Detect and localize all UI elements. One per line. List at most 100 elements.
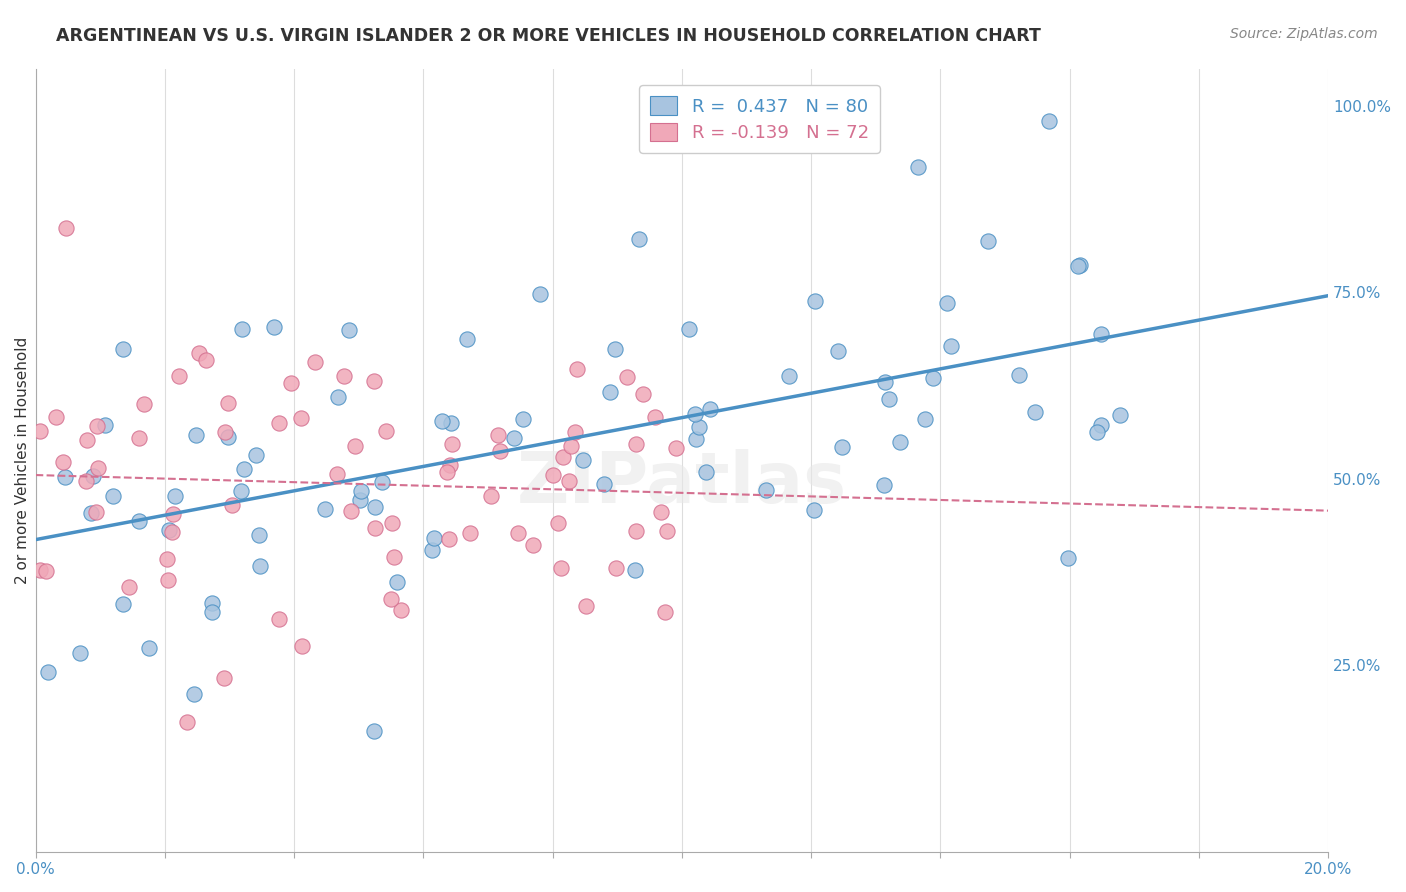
Point [217,430,239,444]
Point [572,453,595,467]
Point [269,612,291,626]
Point [936,296,959,310]
Point [907,160,929,174]
Point [678,322,700,336]
Point [1024,405,1046,419]
Point [176,714,198,729]
Point [558,474,581,488]
Point [439,458,461,472]
Point [221,498,243,512]
Point [332,369,354,384]
Point [364,500,387,514]
Point [889,435,911,450]
Point [914,412,936,426]
Point [683,407,706,421]
Point [479,489,502,503]
Point [328,390,350,404]
Point [877,392,900,406]
Point [382,550,405,565]
Point [363,724,385,739]
Point [55,220,77,235]
Point [804,294,827,309]
Point [1057,551,1080,566]
Point [547,516,569,530]
Legend: R =  0.437   N = 80, R = -0.139   N = 72: R = 0.437 N = 80, R = -0.139 N = 72 [640,86,880,153]
Point [508,526,530,541]
Point [624,437,647,451]
Point [157,523,180,537]
Point [502,431,524,445]
Y-axis label: 2 or more Vehicles in Household: 2 or more Vehicles in Household [15,336,30,583]
Point [599,384,621,399]
Point [214,425,236,440]
Point [291,639,314,653]
Point [165,489,187,503]
Point [486,428,509,442]
Point [128,515,150,529]
Point [269,417,291,431]
Point [28,563,51,577]
Point [162,525,184,540]
Point [101,489,124,503]
Point [436,465,458,479]
Point [644,409,666,424]
Point [314,502,336,516]
Point [371,475,394,490]
Point [605,343,627,357]
Point [304,355,326,369]
Point [69,646,91,660]
Point [343,439,366,453]
Point [37,665,59,679]
Point [541,468,564,483]
Point [128,431,150,445]
Point [655,524,678,538]
Point [665,442,688,456]
Point [564,425,586,439]
Point [875,375,897,389]
Point [522,538,544,552]
Point [1038,113,1060,128]
Point [94,418,117,433]
Point [117,580,139,594]
Point [138,640,160,655]
Point [458,526,481,541]
Point [616,369,638,384]
Point [430,415,453,429]
Text: ZIPatlas: ZIPatlas [517,449,846,518]
Point [201,605,224,619]
Point [699,401,721,416]
Point [551,450,574,465]
Point [326,467,349,481]
Point [75,474,97,488]
Point [87,461,110,475]
Point [420,543,443,558]
Point [45,410,67,425]
Point [76,433,98,447]
Point [162,507,184,521]
Point [565,362,588,376]
Point [654,605,676,619]
Point [245,448,267,462]
Point [247,528,270,542]
Point [263,320,285,334]
Point [132,397,155,411]
Point [28,425,51,439]
Point [827,344,849,359]
Point [229,483,252,498]
Point [631,387,654,401]
Point [1067,259,1090,273]
Point [374,424,396,438]
Point [381,516,404,531]
Point [1090,327,1112,342]
Point [575,599,598,613]
Point [685,432,707,446]
Text: Source: ZipAtlas.com: Source: ZipAtlas.com [1230,27,1378,41]
Point [605,560,627,574]
Point [1085,425,1108,439]
Point [456,332,478,346]
Point [156,552,179,566]
Point [84,505,107,519]
Point [231,322,253,336]
Point [529,287,551,301]
Point [1069,258,1091,272]
